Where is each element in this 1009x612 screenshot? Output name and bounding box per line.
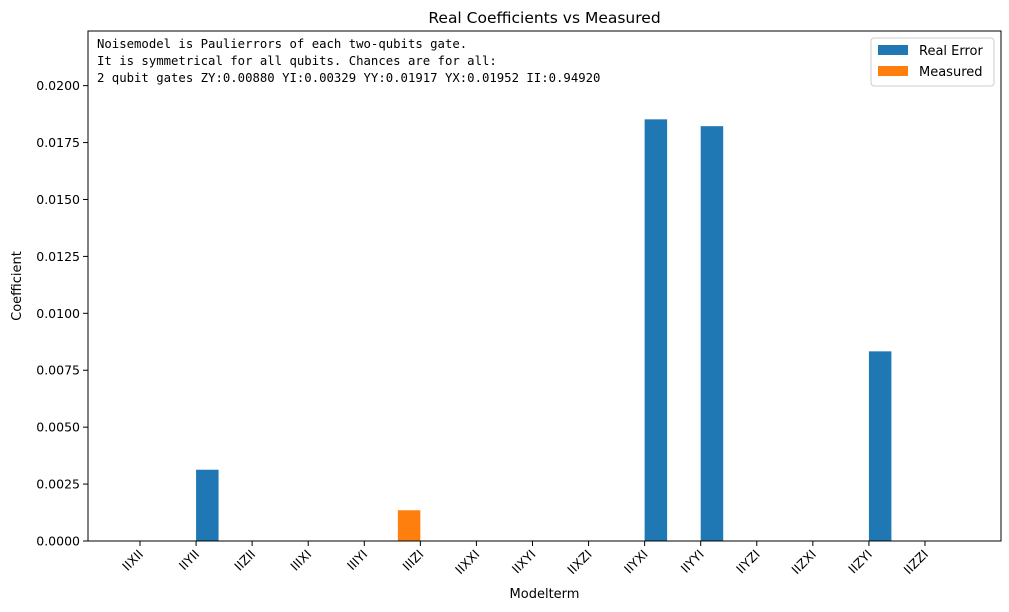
x-axis: IIXII IIYII IIZII IIIXI IIIYI IIIZI IIXXI IIXYI… xyxy=(119,541,931,577)
x-tick-label: IIYII xyxy=(176,547,202,573)
annotation-line: 2 qubit gates ZY:0.00880 YI:0.00329 YY:0… xyxy=(97,71,600,85)
x-tick-label: IIXYI xyxy=(509,547,539,577)
y-tick-label: 0.0175 xyxy=(36,135,80,150)
legend-swatch-measured xyxy=(878,66,908,76)
x-tick-label: IIXXI xyxy=(452,547,483,578)
y-tick-label: 0.0200 xyxy=(36,78,80,93)
annotation-line: It is symmetrical for all qubits. Chance… xyxy=(97,54,497,68)
plot-area xyxy=(88,31,1001,541)
annotation-box: Noisemodel is Paulierrors of each two-qu… xyxy=(97,37,600,85)
annotation-line: Noisemodel is Paulierrors of each two-qu… xyxy=(97,37,467,51)
x-axis-title: Modelterm xyxy=(510,587,580,602)
bar-measured-iiizi xyxy=(397,510,421,541)
legend-label-measured: Measured xyxy=(919,65,983,80)
bars xyxy=(196,119,892,541)
legend: Real Error Measured xyxy=(870,37,995,87)
plot-frame xyxy=(87,30,1002,542)
bar-real-error-iiyxi xyxy=(644,119,668,541)
y-tick-label: 0.0150 xyxy=(36,192,80,207)
x-tick-label: IIXII xyxy=(119,547,146,574)
y-tick-label: 0.0000 xyxy=(36,534,80,549)
x-tick-label: IIZII xyxy=(231,547,258,574)
legend-swatch-real-error xyxy=(878,45,908,55)
x-tick-label: IIZYI xyxy=(845,547,875,577)
y-tick-label: 0.0025 xyxy=(36,477,80,492)
x-tick-label: IIYZI xyxy=(733,547,763,577)
bar-real-error-iizyi xyxy=(868,351,892,541)
y-tick-label: 0.0100 xyxy=(36,306,80,321)
x-tick-label: IIZZI xyxy=(901,547,932,578)
x-tick-label: IIIXI xyxy=(287,547,314,574)
y-tick-label: 0.0075 xyxy=(36,363,80,378)
chart-title: Real Coefficients vs Measured xyxy=(428,9,660,27)
y-axis: 0.0000 0.0025 0.0050 0.0075 0.0100 0.0125 0.01… xyxy=(36,78,88,549)
y-axis-title: Coefficient xyxy=(10,251,25,321)
x-tick-label: IIYYI xyxy=(678,547,707,576)
y-tick-label: 0.0050 xyxy=(36,420,80,435)
bar-real-error-iiyyi xyxy=(700,126,724,541)
bar-real-error-iiyii xyxy=(196,469,219,541)
y-tick-label: 0.0125 xyxy=(36,249,80,264)
legend-label-real-error: Real Error xyxy=(919,44,984,59)
x-tick-label: IIYXI xyxy=(621,547,651,577)
x-tick-label: IIIZI xyxy=(399,547,426,574)
x-tick-label: IIZXI xyxy=(788,547,819,578)
x-tick-label: IIIYI xyxy=(344,547,370,573)
x-tick-label: IIXZI xyxy=(564,547,595,578)
